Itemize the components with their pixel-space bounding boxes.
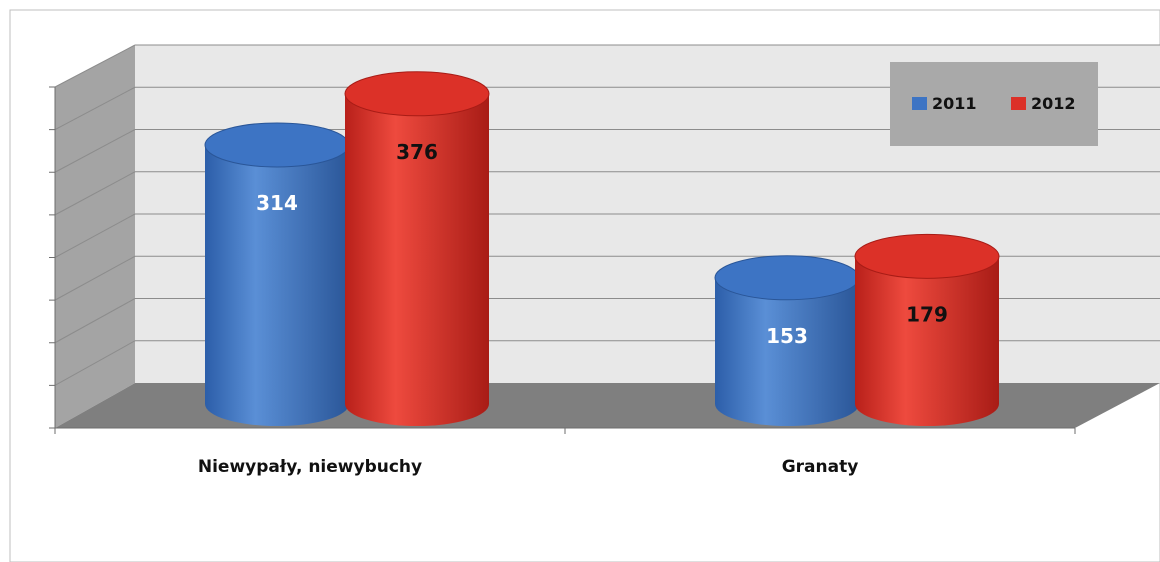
bar-2012-2	[854, 233, 1000, 426]
bar-body	[855, 256, 999, 426]
gridline-side	[54, 171, 136, 216]
gridline-side	[54, 340, 136, 386]
legend: 2011 2012	[890, 62, 1098, 146]
gridline-side	[54, 298, 136, 344]
gridline-side	[54, 86, 136, 131]
category-label: Niewypały, niewybuchy	[198, 457, 422, 477]
gridline-side	[54, 129, 136, 173]
bar-2012-1	[344, 71, 490, 427]
side-wall	[55, 45, 135, 428]
gridline-side	[54, 213, 136, 258]
legend-label-2012: 2012	[1031, 94, 1076, 113]
data-label: 314	[256, 191, 298, 215]
bar-2011-1	[204, 122, 350, 426]
bar-body	[345, 93, 489, 427]
bar-top	[204, 122, 350, 168]
legend-swatch-2012	[1011, 97, 1026, 110]
gridline-side	[54, 44, 136, 88]
bar-top	[344, 71, 490, 117]
bar-body	[715, 277, 859, 426]
legend-swatch-2011	[912, 97, 927, 110]
data-label: 179	[906, 302, 948, 326]
category-label: Granaty	[782, 457, 859, 477]
bar-top	[854, 233, 1000, 279]
bar-2011-2	[714, 255, 860, 426]
bars	[204, 71, 1000, 427]
category-labels: Niewypały, niewybuchy Granaty	[198, 457, 858, 477]
bar-body	[205, 144, 349, 426]
data-labels: 314 376 153 179	[256, 140, 948, 348]
data-label: 153	[766, 324, 808, 348]
data-label: 376	[396, 140, 438, 164]
bar-top	[714, 255, 860, 301]
axes	[49, 86, 1076, 434]
gridline-side	[54, 255, 136, 301]
legend-label-2011: 2011	[932, 94, 977, 113]
